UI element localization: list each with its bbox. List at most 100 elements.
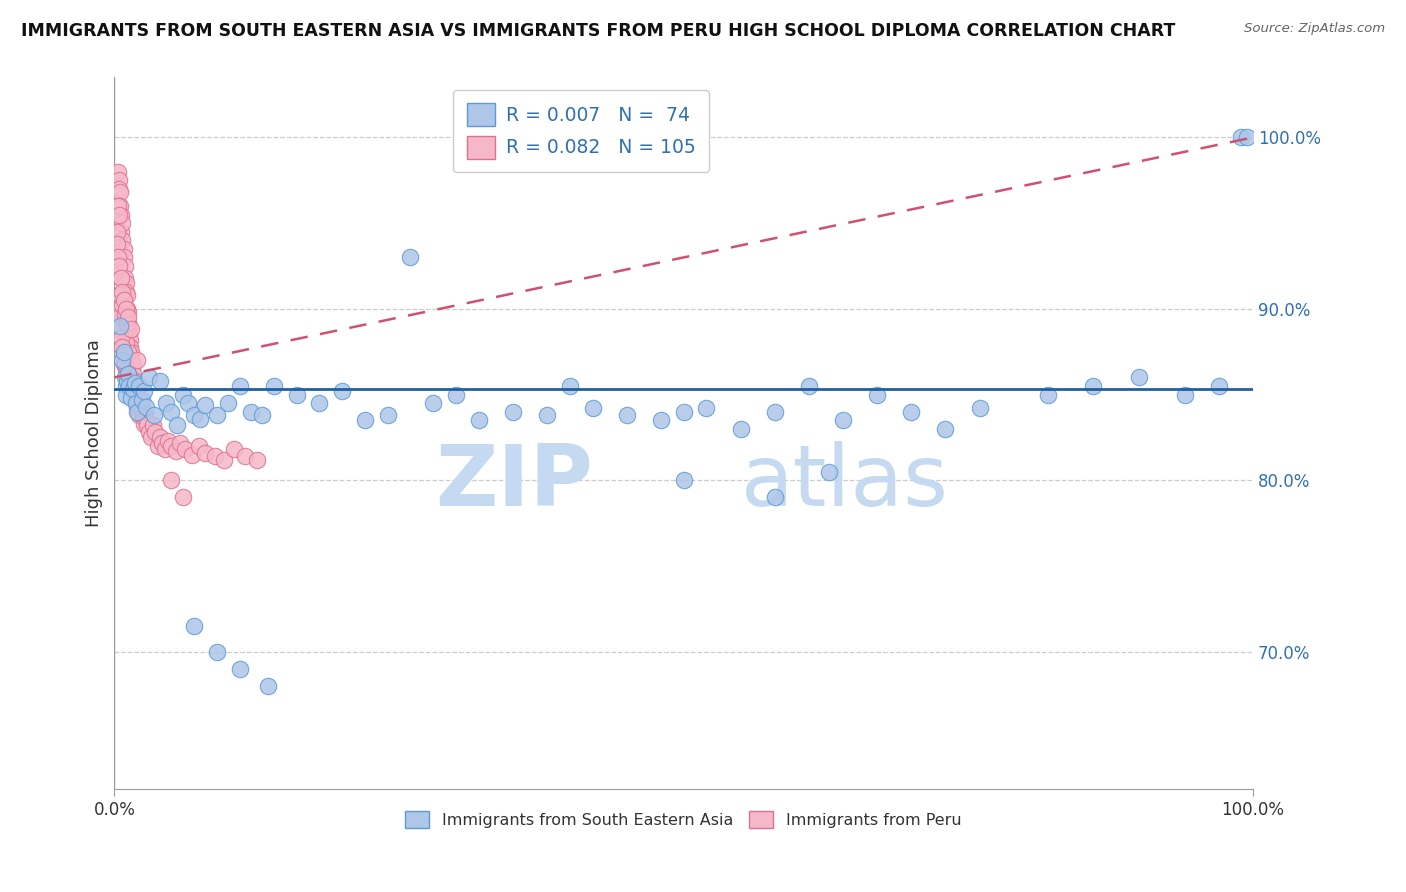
Point [121,391,143,405]
Point [111,216,134,230]
Point [117,316,139,330]
Point [616,408,638,422]
Point [308,396,330,410]
Point [108,199,131,213]
Point [112,344,135,359]
Point [114,301,136,316]
Point [132,417,155,431]
Point [115,301,138,316]
Point [536,408,558,422]
Point [150,435,173,450]
Point [730,422,752,436]
Point [156,434,179,448]
Point [145,425,167,440]
Point [121,359,143,373]
Point [233,450,256,464]
Point [124,374,146,388]
Point [114,387,136,401]
Point [107,165,129,179]
Point [138,370,160,384]
Point [122,374,145,388]
Point [127,405,149,419]
Point [121,367,143,381]
Point [444,387,467,401]
Text: Source: ZipAtlas.com: Source: ZipAtlas.com [1244,22,1385,36]
Point [672,473,695,487]
Point [132,409,155,424]
Point [188,411,211,425]
Point [1128,370,1150,384]
Point [177,396,200,410]
Point [128,379,150,393]
Point [112,293,135,308]
Point [934,422,956,436]
Point [246,452,269,467]
Point [115,288,138,302]
Point [108,208,131,222]
Point [112,251,135,265]
Point [1230,130,1253,145]
Point [174,442,197,457]
Point [672,405,695,419]
Point [105,268,128,282]
Point [160,405,183,419]
Point [354,413,377,427]
Point [127,353,149,368]
Point [117,344,139,359]
Point [121,344,143,359]
Point [581,401,603,416]
Point [135,400,157,414]
Point [118,379,141,393]
Point [121,383,143,397]
Point [285,387,308,401]
Point [194,398,217,412]
Point [252,408,274,422]
Point [111,353,134,368]
Point [111,233,134,247]
Point [105,236,128,251]
Point [120,340,142,354]
Point [108,310,131,325]
Point [172,387,194,401]
Text: IMMIGRANTS FROM SOUTH EASTERN ASIA VS IMMIGRANTS FROM PERU HIGH SCHOOL DIPLOMA C: IMMIGRANTS FROM SOUTH EASTERN ASIA VS IM… [21,22,1175,40]
Point [114,357,136,371]
Point [115,374,138,388]
Point [124,376,146,390]
Point [107,301,129,316]
Point [107,251,129,265]
Point [160,473,183,487]
Point [114,379,136,393]
Point [1208,379,1230,393]
Point [125,396,148,410]
Point [120,374,142,388]
Point [650,413,672,427]
Point [818,465,841,479]
Point [108,259,131,273]
Point [128,408,150,422]
Point [118,327,141,342]
Point [127,400,149,414]
Legend: Immigrants from South Eastern Asia, Immigrants from Peru: Immigrants from South Eastern Asia, Immi… [399,805,969,834]
Point [136,418,159,433]
Point [172,491,194,505]
Point [832,413,855,427]
Point [399,251,422,265]
Point [131,405,153,419]
Point [132,384,155,399]
Point [183,619,205,633]
Y-axis label: High School Diploma: High School Diploma [86,339,103,527]
Point [108,173,131,187]
Point [422,396,444,410]
Point [127,405,149,419]
Point [467,413,489,427]
Point [121,322,143,336]
Point [180,448,202,462]
Point [1036,387,1059,401]
Point [129,400,152,414]
Point [125,379,148,393]
Point [377,408,399,422]
Point [114,336,136,351]
Point [165,444,187,458]
Point [112,357,135,371]
Point [108,182,131,196]
